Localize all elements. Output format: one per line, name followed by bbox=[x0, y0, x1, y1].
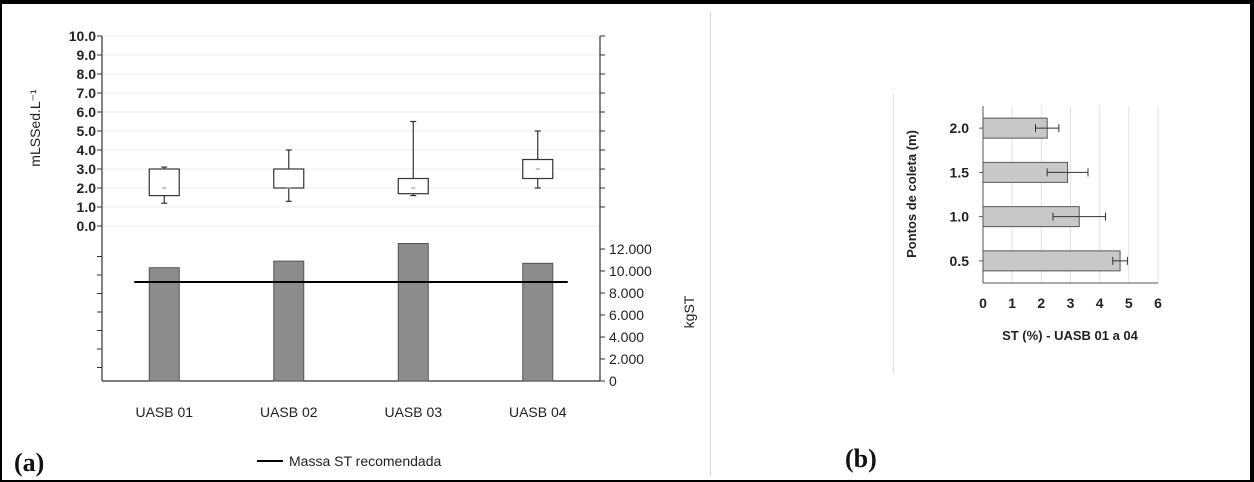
right-tick-label: 6.000 bbox=[609, 307, 644, 323]
left-tick-label: 0.0 bbox=[77, 218, 97, 234]
x-axis-title: ST (%) - UASB 01 a 04 bbox=[1002, 328, 1139, 343]
frame-bottom-border bbox=[0, 480, 1254, 482]
y-tick-label: 0.5 bbox=[950, 253, 970, 269]
y-tick-label: 1.0 bbox=[950, 209, 970, 225]
chart-a: 0.0 1.0 2.0 3.0 4.0 5.0 6.0 7.0 8.0 9.0 10.0 0 2.000… bbox=[27, 28, 697, 469]
bar bbox=[397, 243, 429, 382]
category-label: UASB 03 bbox=[384, 404, 442, 420]
x-tick-label: 2 bbox=[1037, 295, 1045, 311]
left-tick-label: 6.0 bbox=[77, 104, 97, 120]
y-tick-label: 1.5 bbox=[950, 164, 970, 180]
y-tick-label: 2.0 bbox=[950, 120, 970, 136]
left-tick-label: 8.0 bbox=[77, 66, 97, 82]
x-tick-label: 0 bbox=[979, 295, 987, 311]
chart-b: 0.5 1.0 1.5 2.0 0 1 2 3 4 5 6 ST (%) - UASB 01 a 04… bbox=[904, 106, 1162, 343]
x-tick-label: 6 bbox=[1154, 295, 1162, 311]
x-tick-label: 5 bbox=[1125, 295, 1133, 311]
right-tick-label: 2.000 bbox=[609, 351, 644, 367]
panel-label-a: (a) bbox=[14, 448, 45, 477]
left-tick-label: 1.0 bbox=[77, 199, 97, 215]
legend-label: Massa ST recomendada bbox=[289, 453, 441, 469]
right-tick-label: 10.000 bbox=[609, 263, 652, 279]
x-tick-label: 4 bbox=[1096, 295, 1104, 311]
left-tick-label: 5.0 bbox=[77, 123, 97, 139]
y-axis-title: Pontos de coleta (m) bbox=[904, 130, 919, 258]
left-tick-label: 3.0 bbox=[77, 161, 97, 177]
right-tick-label: 8.000 bbox=[609, 285, 644, 301]
frame-right-border bbox=[1250, 0, 1254, 482]
box bbox=[397, 177, 429, 195]
left-tick-label: 2.0 bbox=[77, 180, 97, 196]
left-tick-label: 10.0 bbox=[69, 28, 96, 44]
left-tick-label: 4.0 bbox=[77, 142, 97, 158]
bar bbox=[148, 267, 180, 382]
category-label: UASB 02 bbox=[260, 404, 318, 420]
bar bbox=[522, 262, 554, 382]
right-tick-label: 12.000 bbox=[609, 241, 652, 257]
right-axis-title: kgST bbox=[681, 295, 697, 328]
panel-label-b: (b) bbox=[845, 444, 877, 473]
panel-a: 0.0 1.0 2.0 3.0 4.0 5.0 6.0 7.0 8.0 9.0 10.0 0 2.000… bbox=[10, 12, 711, 476]
panel-b: 0.5 1.0 1.5 2.0 0 1 2 3 4 5 6 ST (%) - UASB 01 a 04… bbox=[893, 94, 1229, 374]
x-tick-label: 1 bbox=[1008, 295, 1016, 311]
right-tick-label: 0 bbox=[609, 373, 617, 389]
left-tick-label: 9.0 bbox=[77, 47, 97, 63]
box bbox=[273, 168, 305, 189]
right-tick-label: 4.000 bbox=[609, 329, 644, 345]
category-label: UASB 04 bbox=[509, 404, 567, 420]
frame-top-border bbox=[0, 0, 1254, 4]
box bbox=[148, 168, 180, 197]
category-label: UASB 01 bbox=[135, 404, 193, 420]
frame-left-border bbox=[0, 0, 2, 482]
bar bbox=[273, 260, 305, 382]
left-axis-title: mLSSed.L⁻¹ bbox=[27, 89, 43, 167]
bar bbox=[982, 250, 1121, 272]
x-tick-label: 3 bbox=[1067, 295, 1075, 311]
left-tick-label: 7.0 bbox=[77, 85, 97, 101]
